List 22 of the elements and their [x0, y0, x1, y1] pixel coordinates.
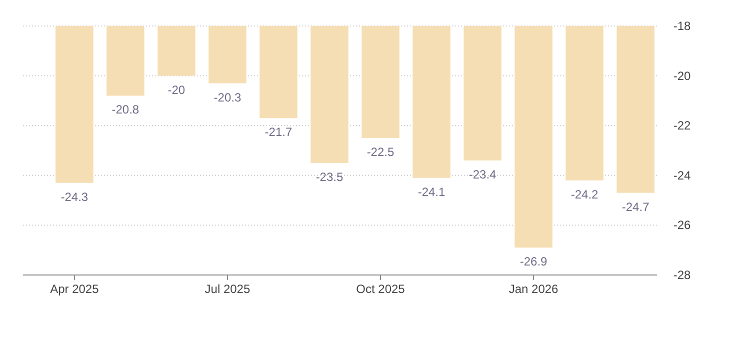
data-label: -22.5	[366, 145, 395, 160]
data-label: -24.2	[570, 187, 599, 202]
data-label: -21.7	[264, 125, 292, 140]
data-label: -20.8	[112, 102, 140, 117]
x-tick-label: Jan 2026	[508, 282, 559, 296]
y-tick-label: -18	[673, 19, 691, 33]
data-label: -24.7	[622, 200, 650, 214]
y-tick-label: -22	[673, 118, 691, 133]
x-tick-label: Jul 2025	[204, 282, 250, 296]
data-label: -23.5	[316, 170, 344, 184]
data-label: -20	[168, 82, 186, 97]
y-tick-label: -24	[673, 168, 691, 182]
y-tick-label: -28	[673, 268, 691, 282]
data-label: -26.9	[520, 254, 548, 269]
x-tick-label: Apr 2025	[50, 282, 100, 296]
x-tick-label: Oct 2025	[356, 282, 406, 296]
data-label: -24.1	[418, 184, 446, 199]
y-tick-label: -20	[673, 68, 691, 83]
data-label: -24.3	[60, 190, 88, 204]
data-label: -23.4	[468, 167, 497, 182]
data-label: -20.3	[214, 90, 242, 104]
y-tick-label: -26	[673, 218, 691, 232]
